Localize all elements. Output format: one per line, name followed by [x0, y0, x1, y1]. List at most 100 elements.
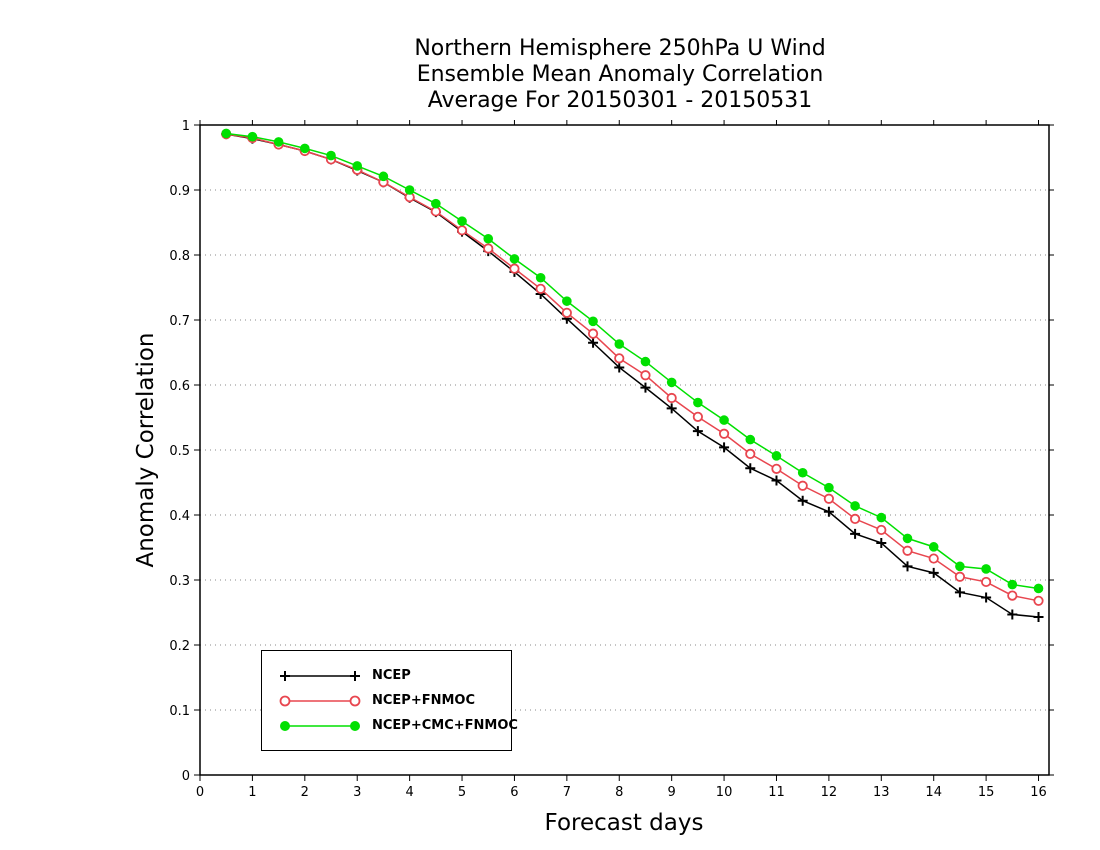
x-tick-label: 4 [405, 785, 413, 800]
data-point-2 [378, 171, 389, 182]
x-tick-label: 10 [716, 785, 733, 800]
data-point-1 [561, 307, 572, 318]
data-point-2 [273, 137, 284, 147]
data-point-1 [456, 225, 468, 236]
data-point-2 [850, 501, 860, 511]
data-point-2 [614, 339, 625, 349]
data-point-0 [902, 561, 913, 572]
y-tick-label: 1 [182, 119, 190, 134]
x-tick-label: 14 [925, 785, 942, 800]
data-point-0 [1033, 612, 1044, 623]
data-point-1 [483, 243, 494, 254]
chart-title-line-1: Northern Hemisphere 250hPa U Wind [414, 36, 826, 61]
x-tick-label: 15 [978, 785, 995, 800]
data-point-1 [587, 328, 599, 339]
data-point-2 [640, 356, 651, 367]
data-point-2 [562, 296, 572, 306]
data-point-2 [535, 272, 546, 283]
x-tick-label: 6 [510, 785, 518, 800]
data-point-1 [535, 283, 546, 294]
data-point-2 [666, 377, 677, 388]
data-point-0 [876, 537, 887, 548]
chart-title-line-2: Ensemble Mean Anomaly Correlation [416, 62, 824, 87]
data-point-2 [797, 467, 808, 478]
x-tick-label: 0 [196, 785, 204, 800]
data-point-1 [1033, 595, 1044, 606]
data-point-2 [771, 451, 782, 461]
data-point-2 [247, 131, 258, 142]
legend-label-ncep-cmc-fnmoc: NCEP+CMC+FNMOC [372, 718, 518, 733]
x-tick-label: 7 [563, 785, 571, 800]
data-point-2 [483, 233, 494, 244]
y-tick-label: 0.4 [169, 509, 190, 524]
x-tick-label: 3 [353, 785, 361, 800]
data-point-1 [430, 206, 441, 217]
data-point-0 [1007, 609, 1018, 620]
data-point-2 [221, 128, 232, 139]
y-tick-label: 0.1 [169, 704, 190, 719]
chart-title-line-3: Average For 20150301 - 20150531 [427, 88, 813, 113]
legend-label-ncep-fnmoc: NCEP+FNMOC [372, 693, 476, 708]
data-point-2 [902, 533, 913, 544]
data-point-1 [849, 513, 861, 525]
data-point-2 [1033, 583, 1044, 594]
data-point-2 [693, 397, 703, 408]
data-point-0 [719, 442, 730, 453]
x-tick-label: 8 [615, 785, 623, 800]
y-tick-label: 0.3 [169, 574, 190, 589]
data-point-2 [745, 434, 756, 445]
legend-item-ncep-fnmoc: NCEP+FNMOC [262, 688, 511, 714]
y-tick-label: 0.7 [169, 314, 190, 329]
data-point-2 [981, 564, 991, 574]
data-point-1 [902, 545, 913, 556]
data-point-0 [823, 506, 834, 517]
series-line-1 [226, 133, 1039, 602]
data-point-2 [352, 161, 363, 171]
data-point-1 [1007, 590, 1018, 601]
x-tick-label: 16 [1030, 785, 1047, 800]
x-tick-label: 2 [301, 785, 309, 800]
data-point-2 [457, 216, 467, 226]
data-point-2 [928, 542, 939, 552]
legend-item-ncep: NCEP [262, 663, 511, 689]
data-point-2 [431, 198, 441, 209]
legend-swatch-ncep-cmc-fnmoc [280, 721, 360, 731]
data-point-1 [928, 553, 939, 564]
legend-label-ncep: NCEP [372, 668, 411, 683]
y-tick-label: 0.9 [169, 184, 190, 199]
data-point-1 [745, 448, 756, 459]
data-point-2 [404, 185, 415, 195]
data-point-0 [954, 587, 965, 598]
data-point-2 [509, 254, 520, 264]
data-point-2 [326, 150, 336, 161]
y-tick-label: 0.6 [169, 379, 190, 394]
data-point-1 [640, 370, 651, 381]
series-line-0 [226, 133, 1039, 618]
data-point-1 [509, 263, 520, 274]
y-tick-label: 0.5 [169, 444, 190, 459]
data-point-0 [588, 337, 599, 348]
chart-title: Northern Hemisphere 250hPa U Wind Ensemb… [300, 36, 940, 114]
data-point-1 [771, 463, 782, 474]
data-point-0 [692, 426, 703, 437]
x-tick-label: 13 [873, 785, 890, 800]
x-tick-label: 1 [248, 785, 256, 800]
legend: NCEP NCEP+FNMOC NCEP+CMC+FNMOC [261, 650, 518, 751]
data-point-2 [1007, 579, 1018, 590]
data-point-0 [771, 475, 782, 486]
data-point-0 [640, 382, 651, 393]
data-point-1 [876, 524, 887, 536]
data-point-0 [614, 362, 625, 373]
x-tick-label: 5 [458, 785, 466, 800]
data-point-1 [797, 480, 808, 491]
data-point-0 [666, 403, 677, 414]
x-tick-label: 11 [768, 785, 785, 800]
legend-swatch-ncep-fnmoc [279, 695, 361, 707]
data-point-0 [981, 592, 992, 603]
legend-item-ncep-cmc-fnmoc: NCEP+CMC+FNMOC [262, 713, 518, 739]
data-point-1 [954, 571, 966, 582]
data-point-1 [692, 411, 703, 422]
data-point-1 [981, 576, 992, 588]
data-point-1 [666, 392, 677, 404]
data-point-2 [719, 415, 729, 425]
